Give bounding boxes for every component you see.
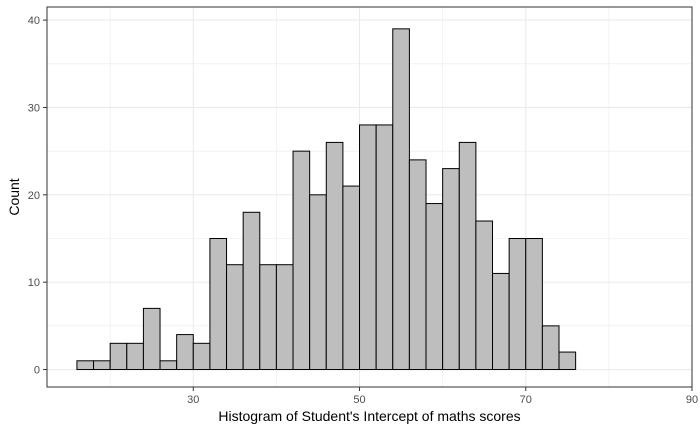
x-tick-label: 30 (187, 394, 199, 406)
histogram-bar (558, 351, 577, 371)
y-tick-label: 40 (28, 15, 40, 27)
x-tick-label: 50 (353, 394, 365, 406)
bars-layer (76, 28, 577, 371)
histogram-bar (458, 141, 477, 371)
y-tick-label: 20 (28, 190, 40, 202)
histogram-bar (226, 264, 244, 371)
histogram-bar (425, 203, 444, 371)
histogram-bar (359, 124, 377, 371)
histogram-bar (392, 28, 410, 371)
histogram-bar (292, 150, 311, 371)
x-tick-label: 70 (520, 394, 532, 406)
histogram-bar (192, 342, 211, 371)
histogram-bar (275, 264, 294, 371)
histogram-bar (442, 168, 460, 371)
ticks-layer: 30 50 70 90 0 10 20 30 40 (28, 15, 698, 406)
histogram-bar (176, 334, 194, 371)
histogram-bar (325, 141, 344, 371)
y-axis-title: Count (6, 178, 22, 215)
histogram-bar (126, 342, 144, 371)
histogram-bar (375, 124, 394, 371)
x-axis-title: Histogram of Student's Intercept of math… (218, 408, 520, 424)
histogram-bar (475, 220, 494, 371)
histogram-bar (492, 272, 510, 371)
histogram-bar (541, 325, 560, 371)
histogram-bar (142, 307, 161, 371)
histogram-bar (109, 342, 128, 371)
histogram-bar (508, 237, 527, 371)
y-tick-label: 10 (28, 277, 40, 289)
histogram-bar (408, 159, 427, 371)
histogram-bar (209, 237, 228, 371)
histogram-bar (159, 360, 178, 371)
panel-border (46, 6, 693, 388)
histogram-bar (93, 360, 111, 371)
y-tick-label: 30 (28, 102, 40, 114)
histogram-bar (309, 194, 327, 371)
histogram-bar (525, 237, 543, 371)
y-tick-label: 0 (34, 365, 40, 377)
histogram-bar (242, 211, 261, 371)
histogram-bar (259, 264, 277, 371)
x-tick-label: 90 (686, 394, 698, 406)
histogram-bar (76, 360, 95, 371)
histogram-bar (342, 185, 361, 371)
